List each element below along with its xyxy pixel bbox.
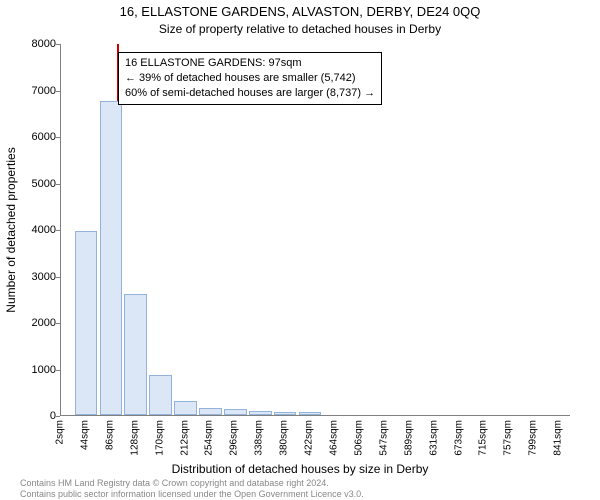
info-annotation-box: 16 ELLASTONE GARDENS: 97sqm ← 39% of det… (118, 52, 382, 105)
x-tick-label: 506sqm (353, 420, 364, 456)
y-tick-label: 0 (20, 410, 56, 422)
x-tick-label: 841sqm (553, 420, 564, 456)
y-tick-label: 1000 (20, 364, 56, 376)
x-tick-label: 589sqm (403, 420, 414, 456)
x-tick-label: 296sqm (229, 420, 240, 456)
y-tick-label: 8000 (20, 38, 56, 50)
y-tick-mark (56, 370, 60, 371)
y-tick-label: 5000 (20, 178, 56, 190)
histogram-bar (299, 412, 322, 415)
x-tick-label: 254sqm (204, 420, 215, 456)
y-tick-label: 4000 (20, 224, 56, 236)
info-line-1: 16 ELLASTONE GARDENS: 97sqm (125, 56, 375, 71)
chart-subtitle: Size of property relative to detached ho… (0, 22, 600, 36)
y-tick-label: 2000 (20, 317, 56, 329)
x-tick-label: 86sqm (104, 420, 115, 450)
info-line-2: ← 39% of detached houses are smaller (5,… (125, 71, 375, 86)
x-tick-label: 170sqm (154, 420, 165, 456)
x-tick-label: 422sqm (304, 420, 315, 456)
histogram-bar (100, 101, 123, 415)
x-tick-label: 212sqm (179, 420, 190, 456)
y-tick-label: 3000 (20, 271, 56, 283)
y-tick-label: 7000 (20, 85, 56, 97)
histogram-bar (199, 408, 222, 415)
histogram-bar (224, 409, 247, 415)
footer-line-2: Contains public sector information licen… (20, 489, 590, 500)
histogram-bar (149, 375, 172, 415)
x-tick-label: 128sqm (129, 420, 140, 456)
y-tick-mark (56, 277, 60, 278)
y-tick-mark (56, 137, 60, 138)
histogram-bar (274, 412, 297, 415)
y-tick-mark (56, 416, 60, 417)
histogram-bar (124, 294, 147, 415)
footer-line-1: Contains HM Land Registry data © Crown c… (20, 478, 590, 489)
y-tick-mark (56, 91, 60, 92)
x-tick-label: 715sqm (478, 420, 489, 456)
y-axis-label: Number of detached properties (4, 147, 18, 312)
x-tick-label: 380sqm (279, 420, 290, 456)
info-line-3: 60% of semi-detached houses are larger (… (125, 86, 375, 101)
x-tick-label: 44sqm (79, 420, 90, 450)
histogram-bar (174, 401, 197, 415)
x-tick-label: 757sqm (503, 420, 514, 456)
x-tick-label: 673sqm (453, 420, 464, 456)
histogram-bar (249, 411, 272, 415)
x-tick-label: 2sqm (55, 420, 66, 444)
chart-title: 16, ELLASTONE GARDENS, ALVASTON, DERBY, … (0, 4, 600, 19)
y-tick-mark (56, 44, 60, 45)
y-tick-mark (56, 184, 60, 185)
y-tick-mark (56, 230, 60, 231)
x-tick-label: 799sqm (528, 420, 539, 456)
footer-attribution: Contains HM Land Registry data © Crown c… (20, 478, 590, 500)
x-tick-label: 464sqm (328, 420, 339, 456)
histogram-bar (75, 231, 98, 415)
x-tick-label: 338sqm (254, 420, 265, 456)
y-tick-label: 6000 (20, 131, 56, 143)
x-tick-label: 631sqm (428, 420, 439, 456)
y-tick-mark (56, 323, 60, 324)
x-axis-label: Distribution of detached houses by size … (0, 462, 600, 476)
x-tick-label: 547sqm (378, 420, 389, 456)
